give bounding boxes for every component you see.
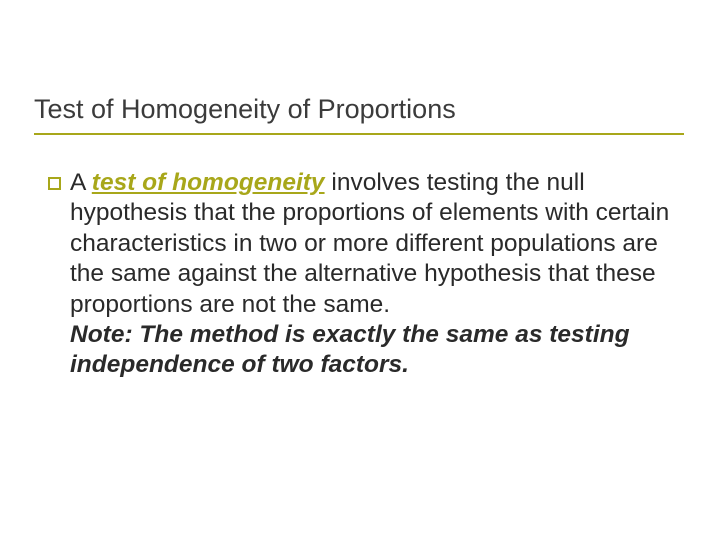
body-area: A test of homogeneity involves testing t… xyxy=(48,168,674,381)
body-bullet-row: A test of homogeneity involves testing t… xyxy=(48,168,674,381)
body-note: Note: The method is exactly the same as … xyxy=(70,321,630,378)
title-underline xyxy=(34,133,684,135)
square-bullet-icon xyxy=(48,177,61,190)
body-term: test of homogeneity xyxy=(92,169,325,196)
title-area: Test of Homogeneity of Proportions xyxy=(34,94,680,125)
slide-title: Test of Homogeneity of Proportions xyxy=(34,94,680,125)
slide: Test of Homogeneity of Proportions A tes… xyxy=(0,0,720,540)
body-paragraph: A test of homogeneity involves testing t… xyxy=(70,168,674,381)
body-prefix: A xyxy=(70,169,92,196)
